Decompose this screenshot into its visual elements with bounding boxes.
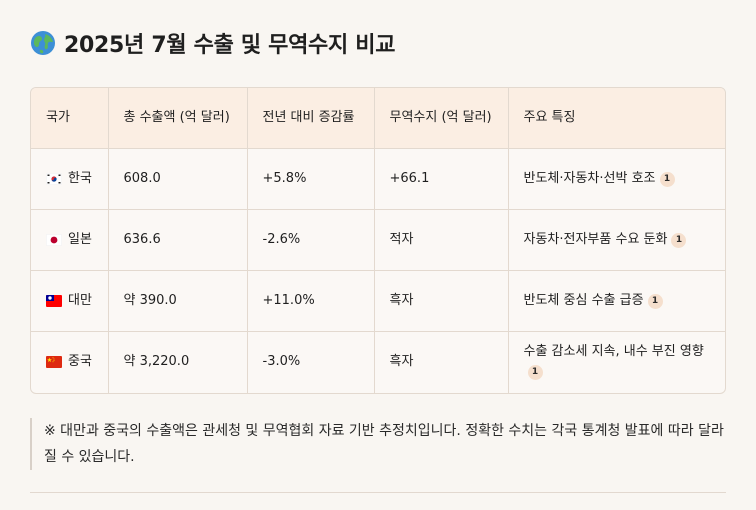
balance-cell: +66.1 <box>374 148 509 210</box>
jp-flag-icon <box>46 233 62 246</box>
country-name: 대만 <box>68 292 92 308</box>
exports-cell: 608.0 <box>108 148 248 210</box>
table-header-row: 국가 총 수출액 (억 달러) 전년 대비 증감률 무역수지 (억 달러) 주요… <box>31 88 725 149</box>
balance-cell: 흑자 <box>374 331 509 393</box>
column-header-feature: 주요 특징 <box>508 88 725 149</box>
country-cell: 한국 <box>31 148 109 210</box>
feature-text: 반도체 중심 수출 급증 <box>523 292 644 308</box>
kr-flag-icon <box>46 172 62 185</box>
table-row: 한국 608.0 +5.8% +66.1 반도체·자동차·선박 호조 1 <box>31 148 725 210</box>
citation-badge[interactable]: 1 <box>671 232 687 248</box>
globe-icon <box>30 30 56 56</box>
balance-cell: 적자 <box>374 209 509 271</box>
page-title-text: 2025년 7월 수출 및 무역수지 비교 <box>64 33 396 58</box>
country-name: 일본 <box>68 231 92 247</box>
citation-badge[interactable]: 1 <box>647 293 663 309</box>
exports-cell: 636.6 <box>108 209 248 271</box>
country-cell: 대만 <box>31 270 109 332</box>
change-cell: +11.0% <box>247 270 375 332</box>
balance-cell: 흑자 <box>374 270 509 332</box>
table-row: 중국 약 3,220.0 -3.0% 흑자 수출 감소세 지속, 내수 부진 영… <box>31 331 725 393</box>
feature-cell: 반도체 중심 수출 급증 1 <box>508 270 725 332</box>
column-header-exports: 총 수출액 (억 달러) <box>108 88 248 149</box>
exports-cell: 약 390.0 <box>108 270 248 332</box>
citation-badge[interactable]: 1 <box>527 365 543 381</box>
column-header-change: 전년 대비 증감률 <box>247 88 375 149</box>
page-title: 2025년 7월 수출 및 무역수지 비교 <box>30 26 395 60</box>
citation-badge[interactable]: 1 <box>659 171 675 187</box>
feature-text: 반도체·자동차·선박 호조 <box>523 170 656 186</box>
exports-cell: 약 3,220.0 <box>108 331 248 393</box>
country-name: 중국 <box>68 354 92 370</box>
column-header-balance: 무역수지 (억 달러) <box>374 88 509 149</box>
feature-cell: 반도체·자동차·선박 호조 1 <box>508 148 725 210</box>
change-cell: +5.8% <box>247 148 375 210</box>
feature-text: 수출 감소세 지속, 내수 부진 영향 <box>523 344 704 360</box>
feature-cell: 자동차·전자부품 수요 둔화 1 <box>508 209 725 271</box>
country-cell: 중국 <box>31 331 109 393</box>
tw-flag-icon <box>46 294 62 307</box>
table-row: 대만 약 390.0 +11.0% 흑자 반도체 중심 수출 급증 1 <box>31 270 725 332</box>
change-cell: -2.6% <box>247 209 375 271</box>
column-header-country: 국가 <box>31 88 109 149</box>
country-cell: 일본 <box>31 209 109 271</box>
divider <box>30 492 726 493</box>
change-cell: -3.0% <box>247 331 375 393</box>
table-row: 일본 636.6 -2.6% 적자 자동차·전자부품 수요 둔화 1 <box>31 209 725 271</box>
cn-flag-icon <box>46 356 62 369</box>
country-name: 한국 <box>68 170 92 186</box>
footnote: ※ 대만과 중국의 수출액은 관세청 및 무역협회 자료 기반 추정치입니다. … <box>30 418 734 470</box>
feature-cell: 수출 감소세 지속, 내수 부진 영향 1 <box>508 331 725 393</box>
comparison-table: 국가 총 수출액 (억 달러) 전년 대비 증감률 무역수지 (억 달러) 주요… <box>30 87 726 394</box>
feature-text: 자동차·전자부품 수요 둔화 <box>523 231 668 247</box>
